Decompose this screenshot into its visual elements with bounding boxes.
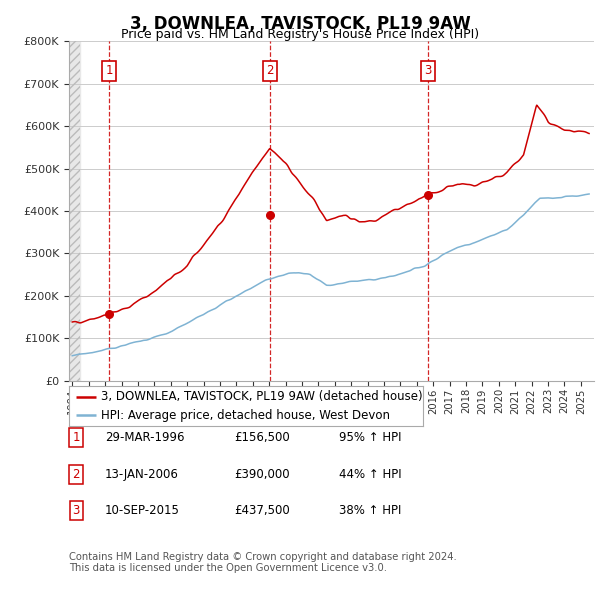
Bar — [69, 41, 80, 381]
Text: 3: 3 — [73, 504, 80, 517]
Text: 3, DOWNLEA, TAVISTOCK, PL19 9AW (detached house): 3, DOWNLEA, TAVISTOCK, PL19 9AW (detache… — [101, 390, 422, 403]
Text: 95% ↑ HPI: 95% ↑ HPI — [339, 431, 401, 444]
Bar — [69, 41, 80, 381]
Text: 2: 2 — [73, 468, 80, 481]
Text: 29-MAR-1996: 29-MAR-1996 — [105, 431, 185, 444]
Text: 1: 1 — [105, 64, 113, 77]
Text: 2: 2 — [266, 64, 274, 77]
Text: 3: 3 — [425, 64, 432, 77]
Text: 38% ↑ HPI: 38% ↑ HPI — [339, 504, 401, 517]
Text: 1: 1 — [73, 431, 80, 444]
Text: 13-JAN-2006: 13-JAN-2006 — [105, 468, 179, 481]
Text: 44% ↑ HPI: 44% ↑ HPI — [339, 468, 401, 481]
Text: Price paid vs. HM Land Registry's House Price Index (HPI): Price paid vs. HM Land Registry's House … — [121, 28, 479, 41]
Text: Contains HM Land Registry data © Crown copyright and database right 2024.
This d: Contains HM Land Registry data © Crown c… — [69, 552, 457, 573]
Text: 10-SEP-2015: 10-SEP-2015 — [105, 504, 180, 517]
Text: HPI: Average price, detached house, West Devon: HPI: Average price, detached house, West… — [101, 409, 390, 422]
Text: £390,000: £390,000 — [234, 468, 290, 481]
Text: 3, DOWNLEA, TAVISTOCK, PL19 9AW: 3, DOWNLEA, TAVISTOCK, PL19 9AW — [130, 15, 470, 33]
Text: £156,500: £156,500 — [234, 431, 290, 444]
Text: £437,500: £437,500 — [234, 504, 290, 517]
